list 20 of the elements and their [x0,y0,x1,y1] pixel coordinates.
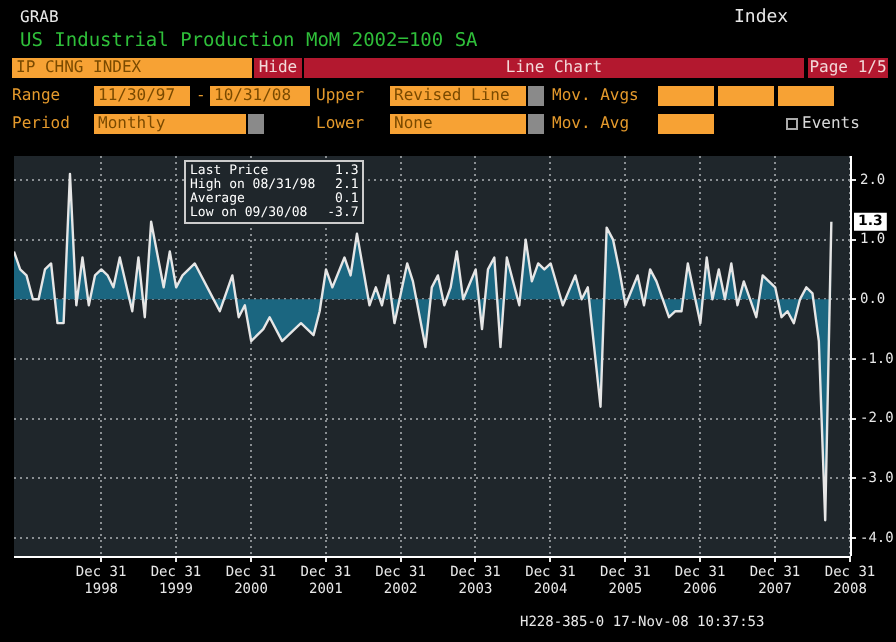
text: - [196,86,206,106]
text: 10/31/08 [210,86,310,106]
text: 11/30/97 [94,86,190,106]
text: GRAB [20,8,59,28]
text: Mov. Avg [552,114,630,134]
chart-title: US Industrial Production MoM 2002=100 SA [20,30,478,52]
text: Mov. Avgs [552,86,639,106]
text: Upper [316,86,365,106]
text: Page 1/5 [808,58,888,78]
text: Events [802,114,860,134]
text: Period [12,114,70,134]
text: Revised Line [390,86,526,106]
text: Hide [254,58,302,78]
text: Lower [316,114,365,134]
text: None [390,114,526,134]
text: Range [12,86,61,106]
text: IP CHNG INDEX [12,58,252,78]
text: Line Chart [304,58,804,78]
text: Index [734,8,789,28]
text: Monthly [94,114,246,134]
